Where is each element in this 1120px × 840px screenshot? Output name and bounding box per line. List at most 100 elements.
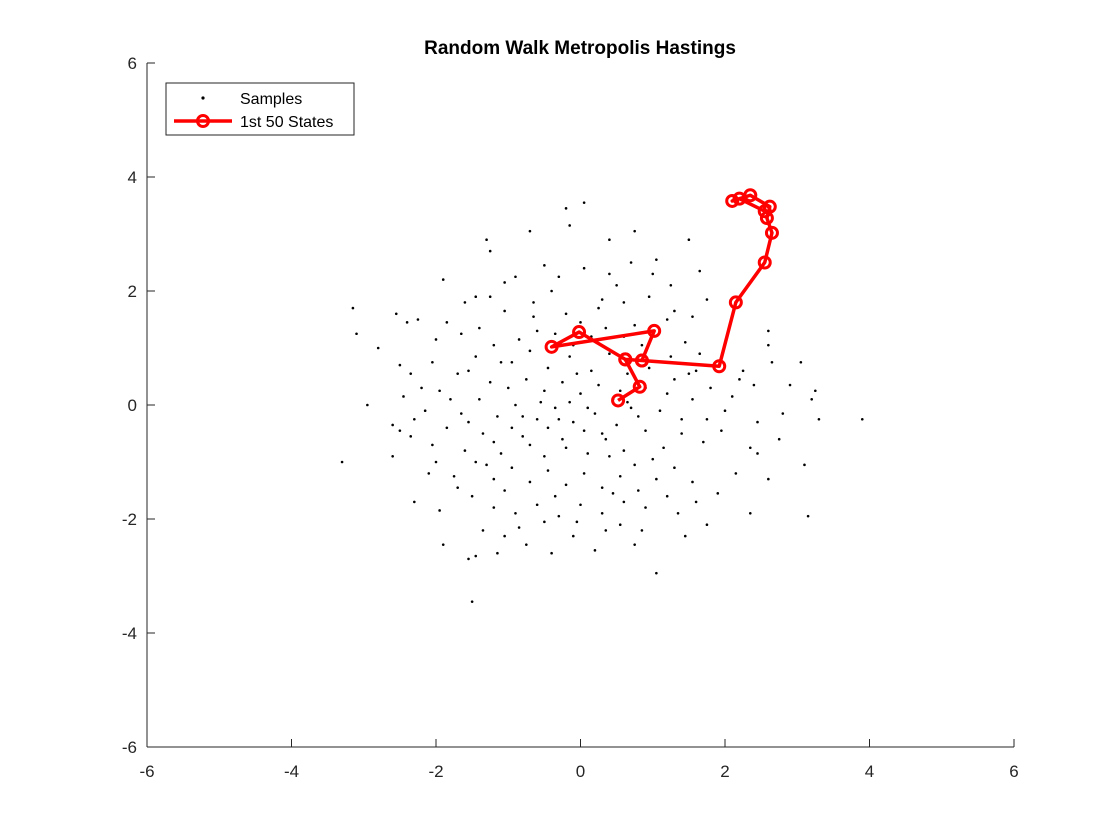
x-tick-label: -4 <box>284 762 299 781</box>
sample-point <box>528 443 532 447</box>
sample-point <box>535 329 539 333</box>
sample-point <box>405 321 409 324</box>
sample-point <box>438 509 441 512</box>
x-tick-label: 2 <box>720 762 729 781</box>
sample-point <box>662 446 665 450</box>
y-tick-label: 6 <box>128 54 137 73</box>
sample-point <box>564 207 568 210</box>
sample-point <box>730 395 734 398</box>
sample-point <box>459 412 463 415</box>
sample-point <box>546 366 550 370</box>
sample-point <box>528 349 532 353</box>
sample-point <box>738 378 741 381</box>
sample-point <box>478 326 481 330</box>
sample-point <box>496 415 499 418</box>
sample-point <box>492 477 496 481</box>
sample-point <box>629 406 633 410</box>
sample-point <box>705 523 709 526</box>
sample-point <box>647 295 651 299</box>
sample-point <box>492 506 496 509</box>
sample-point <box>579 503 582 507</box>
sample-point <box>463 449 467 452</box>
sample-point <box>568 400 571 404</box>
sample-point <box>626 400 629 404</box>
sample-point <box>503 489 506 492</box>
sample-point <box>655 571 658 575</box>
sample-point <box>651 272 655 276</box>
sample-point <box>756 420 759 424</box>
sample-point <box>651 457 655 461</box>
sample-point <box>535 417 539 421</box>
sample-point <box>640 529 644 532</box>
sample-point <box>532 315 535 318</box>
sample-point <box>676 512 680 515</box>
sample-point <box>633 229 636 233</box>
sample-point <box>600 486 604 489</box>
sample-point <box>434 338 438 341</box>
sample-point <box>456 486 459 489</box>
sample-point <box>597 383 600 387</box>
sample-point <box>525 378 528 381</box>
state-marker <box>757 204 772 219</box>
sample-point <box>510 466 514 470</box>
sample-point <box>579 392 582 395</box>
sample-point <box>568 355 571 358</box>
x-tick-label: 6 <box>1009 762 1018 781</box>
sample-point <box>644 506 647 509</box>
sample-point <box>488 249 492 253</box>
sample-point <box>564 483 568 487</box>
sample-point <box>506 386 510 390</box>
sample-point <box>608 238 611 241</box>
sample-point <box>445 426 449 430</box>
sample-point <box>394 312 398 316</box>
sample-point <box>720 429 723 432</box>
sample-point <box>622 500 626 504</box>
sample-point <box>615 284 618 287</box>
sample-point <box>535 503 539 507</box>
sample-point <box>525 543 528 546</box>
sample-point <box>564 446 568 450</box>
sample-point <box>510 426 514 430</box>
sample-point <box>503 309 506 313</box>
sample-point <box>756 452 759 455</box>
sample-point <box>409 435 413 438</box>
sample-point <box>459 332 463 336</box>
sample-point <box>687 372 691 375</box>
sample-point <box>655 477 658 481</box>
x-tick-label: 4 <box>865 762 874 781</box>
sample-point <box>582 201 586 204</box>
sample-point <box>488 380 492 384</box>
x-tick-label: -2 <box>428 762 443 781</box>
sample-point <box>622 449 626 452</box>
state-marker <box>611 393 626 408</box>
sample-point <box>561 380 564 384</box>
sample-point <box>691 480 694 484</box>
sample-point <box>582 472 586 475</box>
sample-point <box>449 398 452 401</box>
sample-point <box>709 386 712 390</box>
sample-point <box>618 474 622 478</box>
sample-point <box>683 534 687 538</box>
sample-point <box>597 306 600 310</box>
states-path-line <box>549 193 774 402</box>
sample-point <box>543 520 546 524</box>
sample-point <box>467 420 470 424</box>
sample-point <box>517 338 521 341</box>
sample-point <box>705 298 709 301</box>
sample-point <box>564 312 568 316</box>
sample-point <box>799 360 803 364</box>
sample-point <box>485 238 488 241</box>
sample-point <box>398 429 402 432</box>
sample-point <box>427 472 431 475</box>
sample-point <box>810 398 813 401</box>
sample-point <box>409 372 413 375</box>
sample-point <box>814 389 817 393</box>
sample-point <box>629 261 633 264</box>
sample-point <box>752 383 756 387</box>
sample-point <box>553 494 557 498</box>
state-marker <box>618 352 633 367</box>
sample-point <box>463 301 467 304</box>
state-marker <box>632 379 647 394</box>
sample-point <box>575 520 579 524</box>
sample-point <box>499 360 503 364</box>
